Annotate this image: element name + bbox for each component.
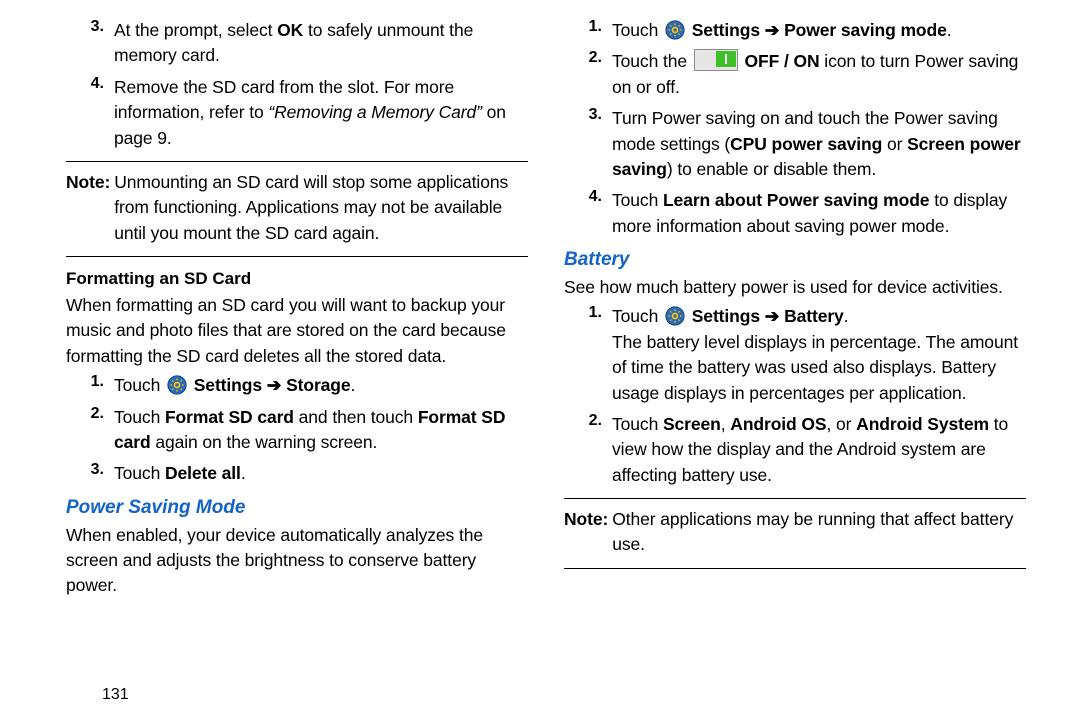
list-item: 2. Touch Screen, Android OS, or Android … <box>564 412 1026 488</box>
settings-icon <box>167 375 187 395</box>
divider <box>564 568 1026 569</box>
list-item: 2. Touch Format SD card and then touch F… <box>66 405 528 456</box>
divider <box>66 256 528 257</box>
section-heading: Power Saving Mode <box>66 497 528 519</box>
note: Note: Unmounting an SD card will stop so… <box>66 170 528 246</box>
list-body: Touch Settings ➔ Battery. The battery le… <box>612 304 1026 406</box>
note-label: Note: <box>564 507 612 558</box>
note-body: Other applications may be running that a… <box>612 507 1026 558</box>
list-body: Remove the SD card from the slot. For mo… <box>114 75 528 151</box>
list-body: Touch Settings ➔ Storage. <box>114 373 528 398</box>
settings-icon <box>665 20 685 40</box>
paragraph: When formatting an SD card you will want… <box>66 293 528 369</box>
note: Note: Other applications may be running … <box>564 507 1026 558</box>
list-number: 3. <box>66 18 114 69</box>
list-number: 1. <box>564 18 612 43</box>
list-number: 2. <box>66 405 114 456</box>
list-number: 4. <box>564 188 612 239</box>
list-item: 3. Touch Delete all. <box>66 461 528 486</box>
list-body: Touch Format SD card and then touch Form… <box>114 405 528 456</box>
list-item: 1. Touch Settings ➔ Battery. The battery… <box>564 304 1026 406</box>
divider <box>564 498 1026 499</box>
list-body: At the prompt, select OK to safely unmou… <box>114 18 528 69</box>
list-number: 1. <box>564 304 612 406</box>
sub-heading: Formatting an SD Card <box>66 269 528 289</box>
list-item: 4. Touch Learn about Power saving mode t… <box>564 188 1026 239</box>
paragraph: See how much battery power is used for d… <box>564 275 1026 300</box>
section-heading: Battery <box>564 249 1026 271</box>
page-number: 131 <box>102 686 129 704</box>
list-body: Touch Delete all. <box>114 461 528 486</box>
paragraph: When enabled, your device automatically … <box>66 523 528 599</box>
list-body: Touch Screen, Android OS, or Android Sys… <box>612 412 1026 488</box>
list-item: 2. Touch the OFF / ON icon to turn Power… <box>564 49 1026 100</box>
list-number: 3. <box>66 461 114 486</box>
note-label: Note: <box>66 170 114 246</box>
list-number: 2. <box>564 412 612 488</box>
list-body: Turn Power saving on and touch the Power… <box>612 106 1026 182</box>
toggle-icon <box>694 49 738 71</box>
divider <box>66 161 528 162</box>
list-item: 3. At the prompt, select OK to safely un… <box>66 18 528 69</box>
note-body: Unmounting an SD card will stop some app… <box>114 170 528 246</box>
list-body: Touch Settings ➔ Power saving mode. <box>612 18 1026 43</box>
list-item: 1. Touch Settings ➔ Storage. <box>66 373 528 398</box>
list-number: 1. <box>66 373 114 398</box>
list-item: 4. Remove the SD card from the slot. For… <box>66 75 528 151</box>
list-number: 4. <box>66 75 114 151</box>
list-body: Touch the OFF / ON icon to turn Power sa… <box>612 49 1026 100</box>
settings-icon <box>665 306 685 326</box>
list-number: 3. <box>564 106 612 182</box>
list-body: Touch Learn about Power saving mode to d… <box>612 188 1026 239</box>
list-number: 2. <box>564 49 612 100</box>
list-item: 3. Turn Power saving on and touch the Po… <box>564 106 1026 182</box>
list-item: 1. Touch Settings ➔ Power saving mode. <box>564 18 1026 43</box>
